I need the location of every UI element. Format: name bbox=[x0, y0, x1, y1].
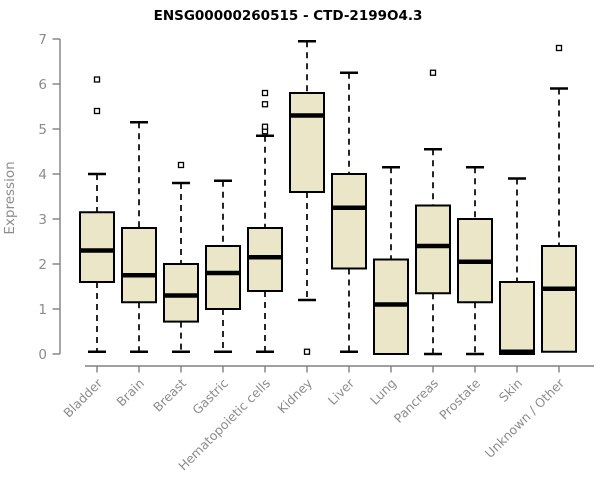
iqr-box bbox=[79, 211, 115, 283]
x-category-label: Lung bbox=[367, 376, 399, 408]
box-liver bbox=[331, 71, 367, 353]
y-tick-label: 7 bbox=[38, 32, 47, 48]
y-axis-label: Expression bbox=[2, 161, 18, 234]
outlier-point bbox=[93, 76, 101, 83]
box-unknown-other bbox=[541, 44, 577, 353]
x-category-label: Breast bbox=[150, 375, 189, 414]
box-prostate bbox=[457, 166, 493, 356]
y-tick-label: 0 bbox=[38, 347, 47, 363]
y-tick-label: 1 bbox=[38, 302, 47, 318]
outlier-point bbox=[555, 44, 563, 52]
outlier-point bbox=[261, 89, 269, 97]
y-tick-label: 5 bbox=[38, 122, 47, 138]
x-category-label: Unknown / Other bbox=[482, 375, 568, 461]
y-tick-label: 6 bbox=[38, 77, 47, 93]
outlier-point bbox=[429, 69, 437, 76]
y-tick-label: 3 bbox=[38, 212, 47, 228]
box-lung bbox=[373, 166, 409, 355]
x-category-label: Bladder bbox=[60, 375, 105, 420]
box-kidney bbox=[289, 40, 325, 355]
outlier-point bbox=[261, 123, 269, 130]
y-tick-label: 4 bbox=[38, 167, 47, 183]
box-brain bbox=[121, 121, 157, 353]
x-category-label: Prostate bbox=[436, 375, 483, 422]
outlier-point bbox=[93, 107, 101, 115]
iqr-box bbox=[289, 92, 325, 193]
iqr-box bbox=[415, 204, 451, 295]
box-hematopoietic-cells bbox=[247, 89, 283, 353]
outlier-point bbox=[303, 348, 311, 355]
chart-title: ENSG00000260515 - CTD-2199O4.3 bbox=[154, 8, 423, 24]
iqr-box bbox=[121, 227, 157, 304]
iqr-box bbox=[331, 173, 367, 270]
x-category-label: Skin bbox=[496, 376, 525, 405]
y-tick-label: 2 bbox=[38, 257, 47, 273]
box-gastric bbox=[205, 179, 241, 353]
x-category-label: Gastric bbox=[189, 375, 231, 417]
x-category-label: Kidney bbox=[274, 375, 315, 416]
box-bladder bbox=[79, 76, 115, 353]
iqr-box bbox=[541, 245, 577, 353]
x-category-label: Brain bbox=[113, 376, 147, 410]
box-skin bbox=[499, 177, 535, 355]
iqr-box bbox=[205, 245, 241, 310]
outlier-point bbox=[177, 161, 185, 169]
iqr-box bbox=[163, 263, 199, 323]
x-category-label: Liver bbox=[325, 375, 358, 408]
outlier-point bbox=[261, 101, 269, 108]
box-pancreas bbox=[415, 69, 451, 356]
boxplot-series bbox=[79, 40, 577, 356]
iqr-box bbox=[499, 281, 535, 355]
x-category-label: Pancreas bbox=[391, 376, 441, 426]
box-breast bbox=[163, 161, 199, 353]
